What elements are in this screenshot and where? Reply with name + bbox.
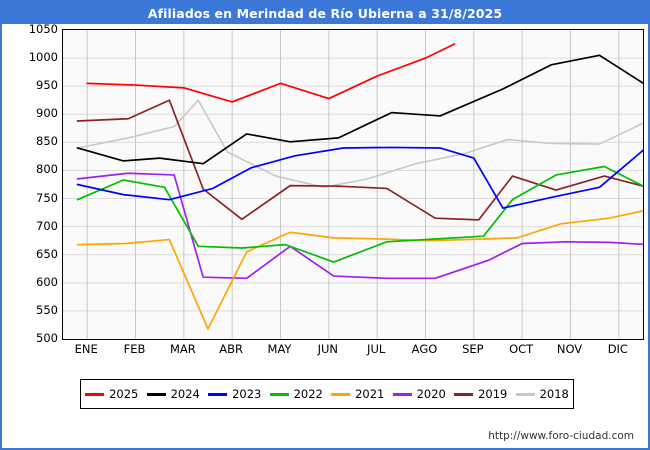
legend-swatch-2022 [269,392,289,396]
legend-label-2019: 2019 [478,387,508,401]
y-tick-label: 700 [36,218,58,233]
legend-label-2025: 2025 [109,387,139,401]
y-tick-label: 850 [36,134,58,149]
legend-swatch-2021 [331,392,351,396]
plot-wrapper: 500 550 600 650 700 750 800 850 900 950 1000 1050 E… [4,22,648,356]
x-tick-label: ABR [219,342,244,356]
legend-swatch-2024 [146,392,166,396]
legend-swatch-2023 [208,392,228,396]
series-line-2025 [86,43,456,103]
y-axis-labels: 500 550 600 650 700 750 800 850 900 950 1000 1050 [4,22,58,345]
x-tick-label: FEB [123,342,146,356]
legend-swatch-2020 [392,392,412,396]
legend-label-2020: 2020 [416,387,446,401]
page-title: Afiliados en Merindad de Río Ubierna a 3… [147,5,503,21]
line-chart-svg [63,30,643,339]
legend-label-2024: 2024 [170,387,200,401]
legend-item-2021[interactable]: 2021 [331,387,384,401]
plot-area [62,29,644,340]
legend-item-2023[interactable]: 2023 [208,387,261,401]
y-tick-label: 950 [36,78,58,93]
legend-item-2022[interactable]: 2022 [269,387,323,401]
footer-url: http://www.foro-ciudad.com [488,430,634,442]
legend-item-2025[interactable]: 2025 [85,387,138,401]
y-tick-label: 900 [36,106,58,121]
window-title-bar: Afiliados en Merindad de Río Ubierna a 3… [2,2,648,24]
legend-item-2024[interactable]: 2024 [146,387,200,401]
legend-label-2022: 2022 [293,387,323,401]
legend-swatch-2018 [515,392,535,396]
y-tick-label: 650 [36,246,58,261]
x-tick-label: OCT [509,342,534,356]
x-tick-label: JUL [367,342,386,356]
chart-legend: 2025 2024 2023 2022 2021 2020 2019 2018 [80,379,574,409]
series-line-2022 [76,165,643,263]
x-tick-label: JUN [317,342,339,356]
y-tick-label: 1000 [28,50,58,65]
legend-item-2019[interactable]: 2019 [454,387,507,401]
y-tick-label: 1050 [28,22,58,36]
legend-label-2023: 2023 [232,387,262,401]
x-tick-label: MAY [267,342,292,356]
series-line-2021 [76,209,643,330]
y-tick-label: 500 [36,331,58,345]
y-tick-label: 750 [36,190,58,205]
legend-item-2018[interactable]: 2018 [515,387,569,401]
x-axis-labels: ENE FEB MAR ABR MAY JUN JUL AGO SEP OCT NOV DIC [62,342,644,364]
x-tick-label: DIC [607,342,628,356]
x-tick-label: NOV [556,342,583,356]
legend-label-2021: 2021 [355,387,385,401]
series-line-2024 [76,54,643,165]
x-tick-label: SEP [462,342,484,356]
y-tick-label: 550 [36,302,58,317]
y-tick-label: 600 [36,274,58,289]
x-tick-label: AGO [411,342,438,356]
legend-swatch-2025 [85,392,105,396]
legend-item-2020[interactable]: 2020 [392,387,446,401]
series-line-2023 [76,146,643,209]
x-tick-label: ENE [74,342,98,356]
series-line-2019 [76,99,643,221]
x-tick-label: MAR [169,342,196,356]
series-line-2020 [76,172,643,280]
legend-label-2018: 2018 [539,387,569,401]
y-tick-label: 800 [36,162,58,177]
legend-swatch-2019 [454,392,474,396]
